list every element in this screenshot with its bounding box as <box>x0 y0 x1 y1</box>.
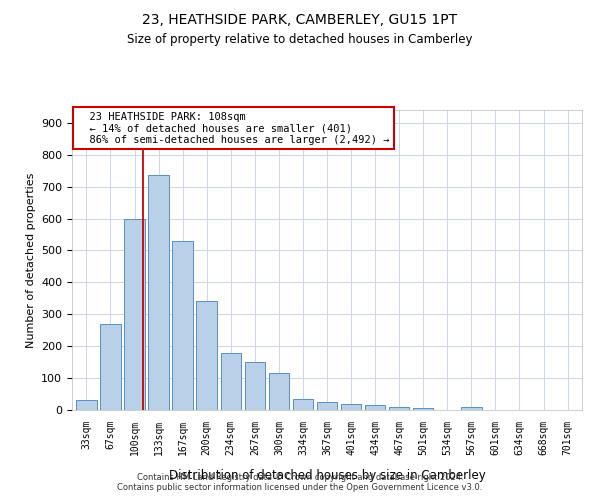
Bar <box>196 302 217 410</box>
Bar <box>389 407 409 410</box>
Bar <box>461 407 482 410</box>
Bar <box>76 400 97 410</box>
Text: Contains HM Land Registry data © Crown copyright and database right 2024.
Contai: Contains HM Land Registry data © Crown c… <box>118 473 482 492</box>
Bar <box>341 404 361 410</box>
Text: 23 HEATHSIDE PARK: 108sqm
  ← 14% of detached houses are smaller (401)
  86% of : 23 HEATHSIDE PARK: 108sqm ← 14% of detac… <box>77 112 389 144</box>
Bar <box>148 176 169 410</box>
Bar <box>172 241 193 410</box>
Y-axis label: Number of detached properties: Number of detached properties <box>26 172 35 348</box>
Bar <box>317 402 337 410</box>
Text: 23, HEATHSIDE PARK, CAMBERLEY, GU15 1PT: 23, HEATHSIDE PARK, CAMBERLEY, GU15 1PT <box>142 12 458 26</box>
Bar <box>293 399 313 410</box>
Bar <box>124 218 145 410</box>
Bar <box>365 405 385 410</box>
X-axis label: Distribution of detached houses by size in Camberley: Distribution of detached houses by size … <box>169 469 485 482</box>
Bar <box>413 408 433 410</box>
Bar <box>269 374 289 410</box>
Bar <box>221 352 241 410</box>
Text: Size of property relative to detached houses in Camberley: Size of property relative to detached ho… <box>127 32 473 46</box>
Bar <box>100 324 121 410</box>
Bar <box>245 362 265 410</box>
